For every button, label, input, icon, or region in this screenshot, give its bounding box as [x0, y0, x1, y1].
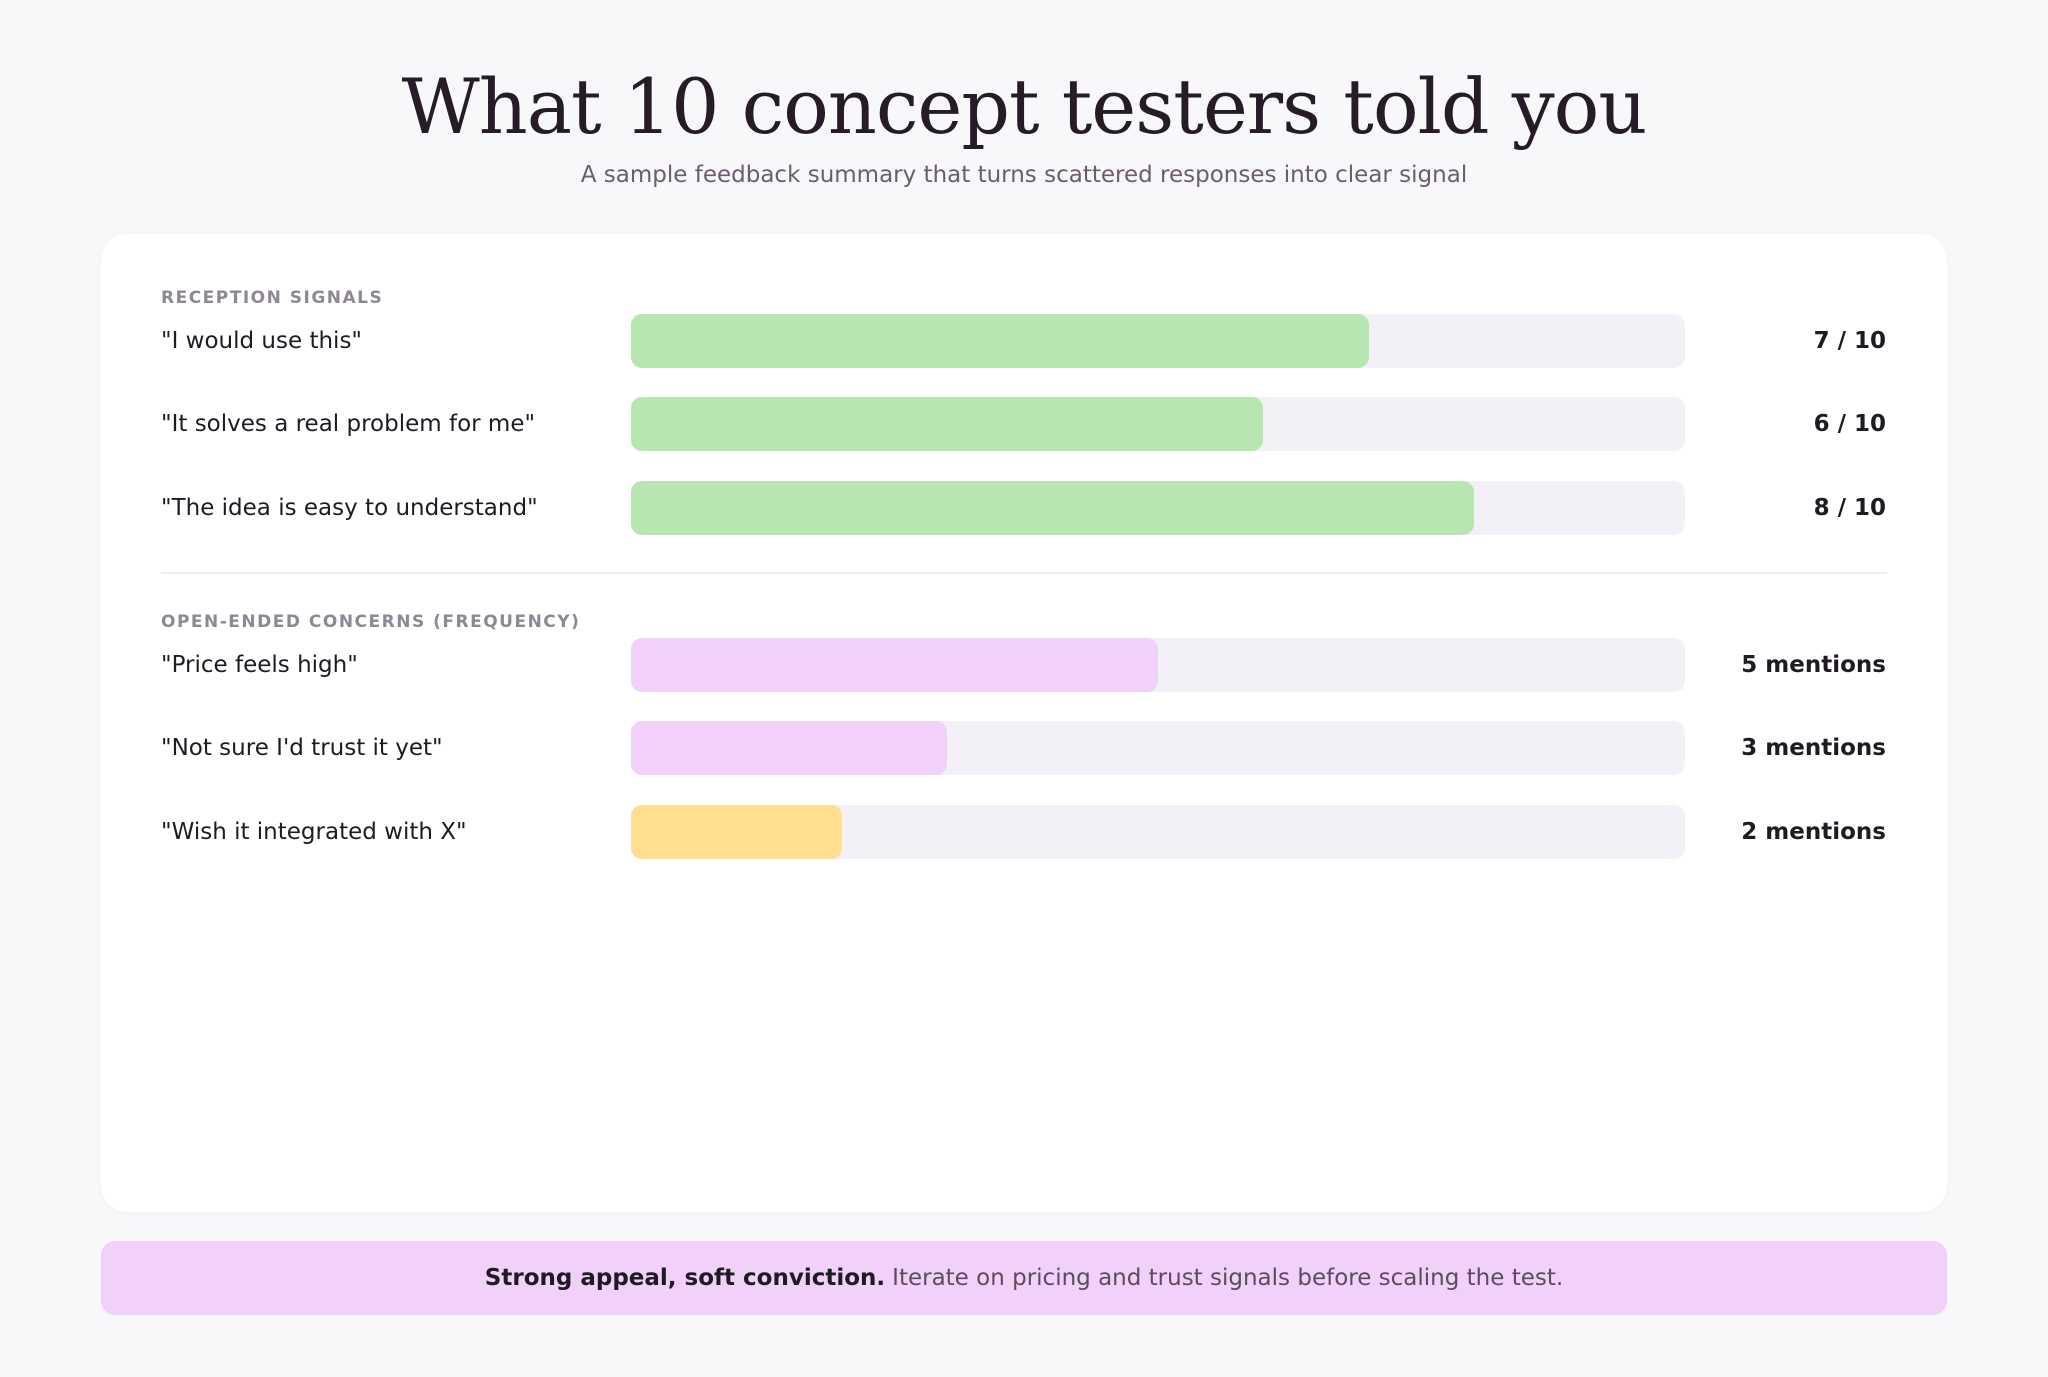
bar	[631, 721, 948, 775]
subtitle: A sample feedback summary that turns sca…	[580, 162, 1468, 188]
divider	[161, 572, 1887, 574]
section-label: OPEN-ENDED CONCERNS (FREQUENCY)	[161, 612, 581, 632]
row-label: "The idea is easy to understand"	[161, 495, 538, 521]
summary-bold: Strong appeal, soft conviction.	[484, 1265, 886, 1291]
bar	[631, 314, 1369, 368]
row-label: "I would use this"	[161, 328, 363, 354]
value-label: 2 mentions	[1741, 819, 1886, 845]
row-label: "Wish it integrated with X"	[161, 819, 467, 845]
value-label: 3 mentions	[1741, 735, 1886, 761]
value-label: 6 / 10	[1813, 411, 1886, 437]
bar	[631, 397, 1264, 451]
row-label: "Not sure I'd trust it yet"	[161, 735, 443, 761]
value-label: 8 / 10	[1813, 495, 1886, 521]
value-label: 5 mentions	[1741, 652, 1886, 678]
bar	[631, 638, 1158, 692]
bar	[631, 481, 1475, 535]
row-label: "It solves a real problem for me"	[161, 411, 536, 437]
summary-banner: Strong appeal, soft conviction. Iterate o…	[101, 1241, 1947, 1315]
summary-text: Iterate on pricing and trust signals bef…	[892, 1265, 1564, 1291]
bar	[631, 805, 842, 859]
section-label: RECEPTION SIGNALS	[161, 288, 384, 308]
row-label: "Price feels high"	[161, 652, 358, 678]
value-label: 7 / 10	[1813, 328, 1886, 354]
title: What 10 concept testers told you	[401, 62, 1648, 151]
